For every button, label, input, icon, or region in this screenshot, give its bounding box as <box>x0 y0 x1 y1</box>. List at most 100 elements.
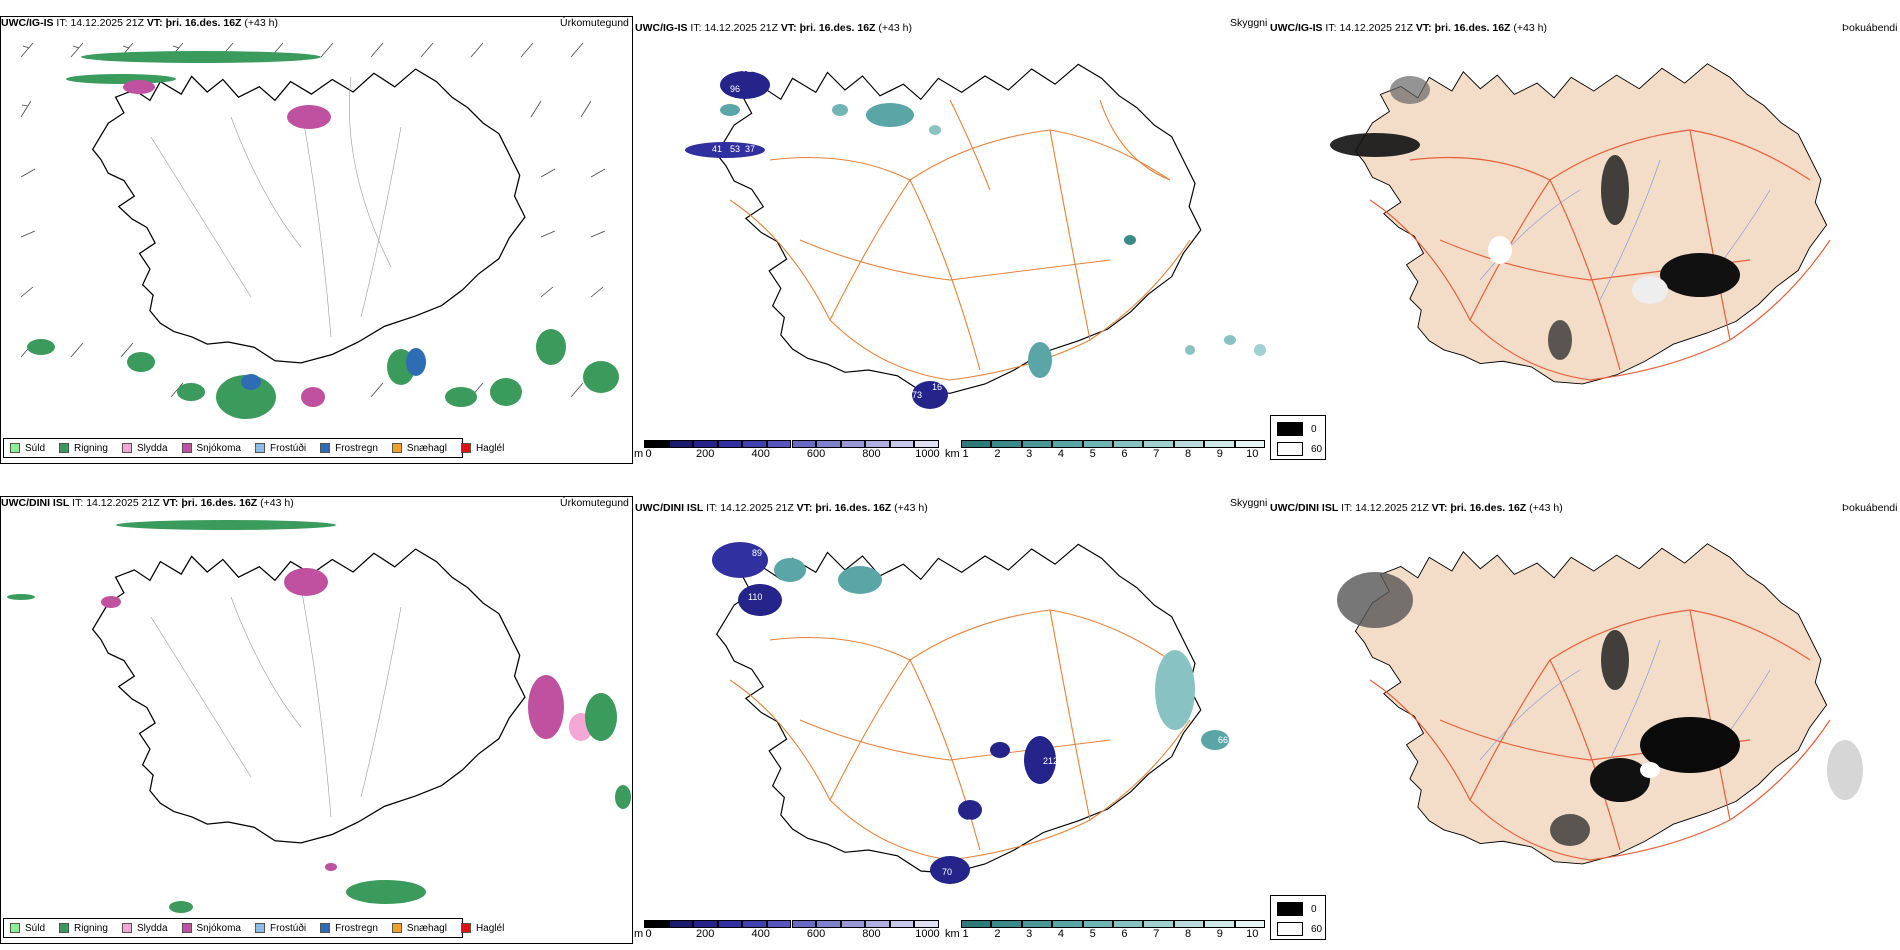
colorbar-tick-label: 8 <box>1184 448 1192 460</box>
colorbar-segment <box>644 440 669 448</box>
colorbar-segment <box>961 440 992 448</box>
legend-swatch-slydda <box>121 443 132 453</box>
road-network <box>729 99 1191 381</box>
title-fog: Þokuábendi <box>1842 22 1898 34</box>
precip-map-2 <box>7 520 631 913</box>
colorbar-tick-label: 0 <box>645 928 652 940</box>
colorbar-segment <box>1082 440 1113 448</box>
colorbar-segment <box>1173 920 1205 928</box>
colorbar-segment <box>717 440 743 448</box>
colorbar-segment <box>914 920 939 928</box>
colorbar-segment <box>766 440 792 448</box>
title-precip-type: Úrkomutegund <box>560 17 629 29</box>
legend-swatch-rigning <box>59 443 70 453</box>
colorbar-segment <box>791 440 817 448</box>
colorbar-segment <box>1173 440 1205 448</box>
fog-map-row2 <box>1337 543 1863 865</box>
title-cloud-2: Skyggni <box>1230 497 1268 509</box>
colorbar-segment <box>865 920 890 928</box>
legend-swatch-haglel <box>460 443 471 453</box>
legend-swatch-sudl <box>10 443 20 453</box>
colorbar-segment <box>914 440 939 448</box>
svg-text:89: 89 <box>752 548 762 558</box>
legend-swatch-frostregn <box>320 443 331 453</box>
colorbar-segment <box>693 440 718 448</box>
colorbar-tick-label: 200 <box>696 448 715 460</box>
fog-legend-row1: 0 60 <box>1270 415 1326 460</box>
fog-blobs <box>1330 76 1740 360</box>
header-row2-precip: UWC/DINI ISL IT: 14.12.2025 21Z VT: þri.… <box>1 497 294 509</box>
cloud-blobs <box>685 71 1266 409</box>
title-cloud: Skyggni <box>1230 17 1268 29</box>
colorbar-segment <box>816 440 841 448</box>
cloud-label: 37 <box>745 144 755 154</box>
colorbar-tick-label: 400 <box>751 448 770 460</box>
colorbar-segment <box>668 920 694 928</box>
colorbar-segment <box>1021 440 1053 448</box>
colorbar-tick-label: 6 <box>1121 928 1128 940</box>
colorbar-segment <box>889 920 915 928</box>
cloud-label: 73 <box>912 390 922 400</box>
colorbar-tick-label: 800 <box>862 928 881 940</box>
svg-text:212: 212 <box>1043 756 1058 766</box>
colorbar-segment <box>1234 920 1265 928</box>
precip-map-frame: Súld Rigning Slydda Snjókoma Frostúði Fr… <box>0 16 633 464</box>
colorbar-segment <box>961 920 992 928</box>
header-row1-precip: UWC/IG-IS IT: 14.12.2025 21Z VT: þri. 16… <box>1 17 278 29</box>
colorbar-segment <box>865 440 890 448</box>
legend-swatch-frostudi <box>254 443 265 453</box>
cloud-label: 16 <box>932 382 942 392</box>
colorbar-segment <box>1234 440 1265 448</box>
ceiling-colorbar-row2: m 0 200 400 600 800 1000 <box>634 920 940 944</box>
colorbar-tick-label: 5 <box>1089 448 1096 460</box>
colorbar-tick-label: 9 <box>1216 928 1223 940</box>
header-row2-fog: UWC/DINI ISL IT: 14.12.2025 21Z VT: þri.… <box>1270 502 1563 514</box>
cloud-label: 72 <box>742 64 752 74</box>
colorbar-tick-label: 10 <box>1246 928 1259 940</box>
title-precip-type-2: Úrkomutegund <box>560 497 629 509</box>
cloud-map-row1: 72 96 41 53 37 73 16 <box>685 63 1266 409</box>
colorbar-segment <box>1204 440 1235 448</box>
colorbar-tick-label: 1000 <box>915 448 940 460</box>
precip-map-frame-2: Súld Rigning Slydda Snjókoma Frostúði Fr… <box>0 496 633 944</box>
colorbar-tick-label: 7 <box>1153 448 1160 460</box>
colorbar-segment <box>742 440 767 448</box>
fog-map-row1 <box>1330 63 1831 385</box>
svg-text:110: 110 <box>748 592 762 602</box>
fog-legend-row2: 0 60 <box>1270 895 1326 940</box>
svg-text:85: 85 <box>962 818 972 828</box>
colorbar-segment <box>840 440 866 448</box>
colorbar-tick-label: 10 <box>1246 448 1259 460</box>
colorbar-segment <box>1113 920 1144 928</box>
legend-swatch-snjokoma <box>181 443 192 453</box>
cloud-label: 41 <box>712 144 722 154</box>
colorbar-tick-label: 600 <box>806 448 826 460</box>
colorbar-tick-label: 0 <box>645 448 652 460</box>
precip-blobs <box>27 51 619 419</box>
colorbar-tick-label: 400 <box>751 928 770 940</box>
svg-text:70: 70 <box>942 867 952 877</box>
precip-legend: Súld Rigning Slydda Snjókoma Frostúði Fr… <box>3 438 504 458</box>
colorbar-segment <box>791 920 817 928</box>
colorbar-segment <box>991 440 1022 448</box>
colorbar-segment <box>1082 920 1113 928</box>
colorbar-tick-label: 3 <box>1026 928 1033 940</box>
svg-text:66: 66 <box>1218 735 1228 745</box>
svg-text:37: 37 <box>1062 770 1072 780</box>
colorbar-segment <box>693 920 718 928</box>
colorbar-tick-label: 800 <box>862 448 881 460</box>
header-row1-fog: UWC/IG-IS IT: 14.12.2025 21Z VT: þri. 16… <box>1270 22 1547 34</box>
colorbar-segment <box>1052 440 1083 448</box>
colorbar-segment <box>1052 920 1083 928</box>
colorbar-tick-label: 9 <box>1216 448 1223 460</box>
colorbar-tick-label: 6 <box>1121 448 1128 460</box>
wind-barbs <box>20 42 606 398</box>
colorbar-tick-label: 4 <box>1057 928 1065 940</box>
colorbar-segment <box>668 440 694 448</box>
colorbar-segment <box>991 920 1022 928</box>
colorbar-tick-label: 4 <box>1057 448 1065 460</box>
colorbar-segment <box>889 440 915 448</box>
header-row1-cloud: UWC/IG-IS IT: 14.12.2025 21Z VT: þri. 16… <box>635 22 912 34</box>
colorbar-tick-label: 7 <box>1153 928 1160 940</box>
colorbar-tick-label: 3 <box>1026 448 1033 460</box>
